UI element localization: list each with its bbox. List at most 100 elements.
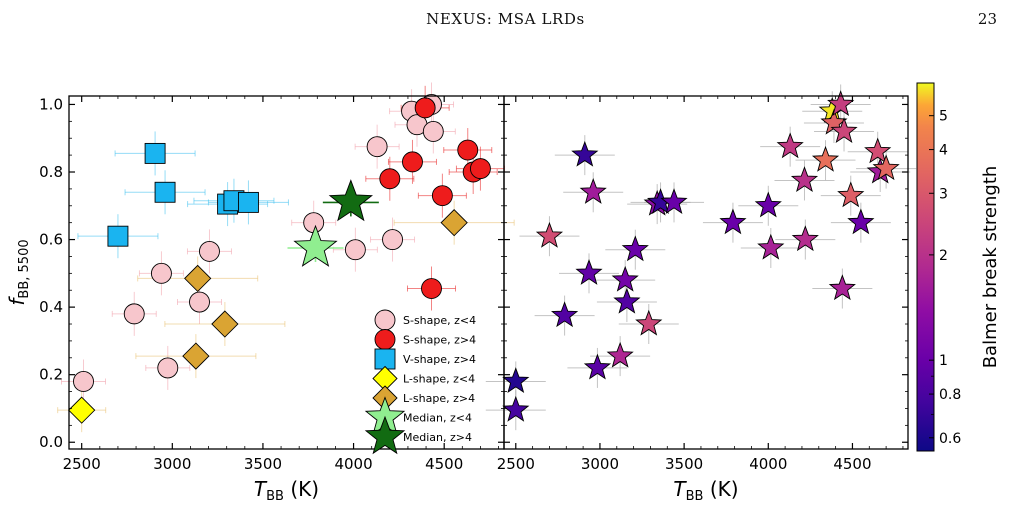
balmer-star-point (613, 287, 641, 314)
legend-label: Median, z>4 (403, 431, 472, 444)
running-title: NEXUS: MSA LRDs (426, 10, 585, 28)
l-shape-high-z-point (184, 264, 212, 293)
v-shape-high-z-point (237, 191, 259, 213)
y-tick-label: 1.0 (39, 95, 63, 113)
x-tick-label: 2500 (497, 455, 535, 473)
x-axis-label: TBB (K) (254, 477, 319, 504)
balmer-star-point (606, 341, 634, 368)
page-number: 23 (977, 10, 997, 28)
x-tick-label: 4000 (334, 455, 372, 473)
balmer-star-point (551, 301, 579, 328)
balmer-star-point (754, 191, 782, 218)
left-panel: 2500 3000 3500 4000 4500 0.0 0.2 0.4 0.6 0.8 1.0 TB… (5, 82, 515, 504)
s-shape-low-z-point (344, 239, 366, 261)
balmer-star-point (719, 208, 747, 235)
l-shape-low-z-point (68, 396, 96, 424)
x-tick-label: 3000 (581, 455, 619, 473)
colorbar-tick-label: 0.6 (939, 431, 961, 447)
colorbar-tick-label: 2 (939, 248, 948, 264)
balmer-star-point (571, 140, 599, 167)
s-shape-high-z-point (414, 97, 436, 119)
s-shape-high-z-point (379, 168, 401, 190)
balmer-star-point (502, 367, 530, 394)
balmer-star-point (872, 154, 900, 181)
y-tick-label: 0.0 (39, 433, 63, 451)
x-tick-label: 2500 (63, 455, 101, 473)
s-shape-low-z-point (382, 229, 403, 251)
balmer-star-point (837, 181, 865, 208)
balmer-star-point (579, 177, 607, 204)
legend-marker (364, 415, 406, 455)
colorbar-tick-label: 3 (939, 186, 948, 202)
balmer-star-point (776, 132, 804, 159)
x-tick-label: 4500 (425, 455, 463, 473)
colorbar-tick-label: 5 (939, 109, 948, 125)
l-shape-high-z-point (440, 209, 468, 237)
colorbar-label: Balmer break strength (980, 166, 1001, 369)
s-shape-high-z-point (469, 158, 491, 180)
legend-label: S-shape, z>4 (403, 334, 476, 347)
x-tick-label: 4000 (749, 455, 787, 473)
balmer-star-point (828, 274, 856, 301)
balmer-star-point (830, 117, 858, 144)
median-high-z-star (328, 179, 373, 222)
balmer-star-point (611, 265, 639, 292)
s-shape-high-z-point (457, 139, 479, 161)
balmer-star-point (635, 309, 663, 336)
x-tick-label: 3000 (153, 455, 191, 473)
colorbar: 0.6 0.8 1 2 3 4 5 Balmer break strength (916, 82, 1001, 452)
s-shape-low-z-point (199, 240, 220, 262)
balmer-star-point (791, 225, 819, 252)
legend-label: S-shape, z<4 (403, 314, 476, 327)
legend-label: L-shape, z>4 (403, 392, 475, 405)
x-axis-label-right: TBB (K) (673, 477, 738, 504)
colorbar-tick-label: 0.8 (939, 387, 961, 403)
right-panel: 2500 3000 3500 4000 4500 TBB (K) (485, 84, 917, 504)
y-tick-label: 0.6 (39, 231, 63, 249)
s-shape-high-z-point (402, 151, 423, 173)
y-axis-label: fBB, 5500 (5, 239, 32, 305)
x-tick-label: 3500 (244, 455, 282, 473)
balmer-star-point (757, 233, 785, 260)
right-plot-frame (503, 95, 909, 450)
y-tick-label: 0.8 (39, 163, 63, 181)
v-shape-high-z-point (144, 142, 166, 164)
balmer-star-point (790, 166, 819, 193)
y-tick-label: 0.4 (39, 298, 63, 316)
s-shape-low-z-point (73, 370, 94, 392)
s-shape-high-z-point (421, 278, 442, 299)
l-shape-high-z-point (211, 310, 239, 338)
colorbar-gradient (916, 82, 935, 452)
legend-label: V-shape, z>4 (403, 353, 476, 366)
s-shape-high-z-point (431, 185, 453, 207)
y-tick-label: 0.2 (39, 366, 63, 384)
balmer-star-point (864, 137, 892, 164)
colorbar-tick-label: 4 (939, 143, 948, 159)
legend-label: L-shape, z<4 (403, 373, 475, 386)
legend-marker (374, 309, 396, 331)
x-tick-label: 3500 (665, 455, 703, 473)
balmer-star-point (827, 90, 855, 117)
balmer-star-point (575, 259, 603, 285)
median-low-z-star (293, 224, 338, 267)
x-tick-label: 4500 (833, 455, 871, 473)
balmer-star-point (535, 221, 564, 248)
v-shape-high-z-point (154, 181, 176, 203)
s-shape-low-z-point (157, 357, 179, 379)
balmer-star-point (621, 235, 649, 262)
l-shape-high-z-point (182, 342, 210, 370)
page-header: NEXUS: MSA LRDs 23 (0, 0, 1011, 40)
colorbar-tick-label: 1 (939, 353, 948, 369)
balmer-star-point (847, 208, 875, 235)
balmer-star-point (583, 353, 612, 380)
legend-label: Median, z<4 (403, 412, 472, 425)
s-shape-low-z-point (189, 291, 210, 313)
balmer-star-point (502, 395, 530, 422)
balmer-star-point (660, 188, 688, 214)
legend-marker (374, 329, 396, 350)
balmer-star-point (811, 145, 840, 172)
s-shape-low-z-point (422, 121, 444, 142)
s-shape-low-z-point (366, 136, 388, 158)
s-shape-low-z-point (123, 303, 145, 325)
